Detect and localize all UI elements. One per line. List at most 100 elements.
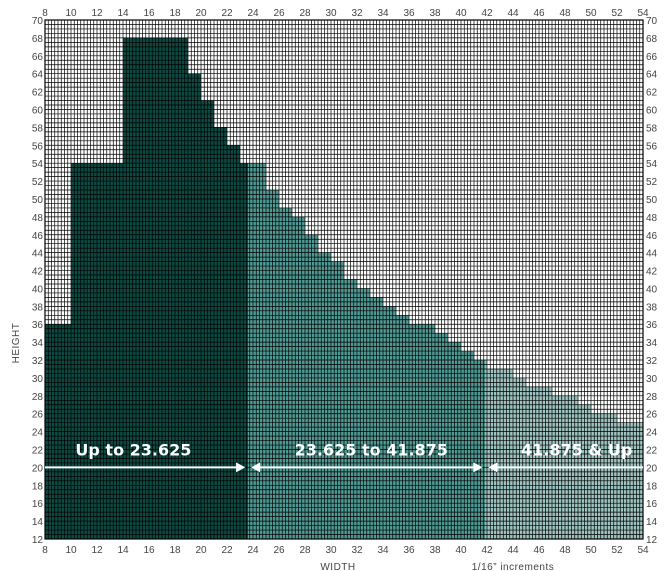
y-axis-title: HEIGHT	[11, 323, 22, 364]
y-tick-label: 24	[646, 428, 658, 439]
x-tick-label: 32	[351, 545, 363, 556]
zone-label: Up to 23.625	[75, 440, 191, 459]
x-tick-label: 50	[585, 8, 597, 19]
x-tick-label: 54	[637, 545, 649, 556]
x-tick-label: 18	[169, 8, 181, 19]
y-tick-label: 30	[646, 374, 658, 385]
y-tick-label: 52	[646, 177, 658, 188]
arrowhead	[473, 462, 483, 473]
x-tick-label: 10	[65, 8, 77, 19]
y-tick-label: 48	[32, 213, 44, 224]
x-tick-label: 54	[637, 8, 649, 19]
y-tick-label: 66	[646, 52, 658, 63]
x-tick-label: 30	[325, 545, 337, 556]
y-tick-label: 20	[646, 463, 658, 474]
x-tick-label: 52	[611, 545, 623, 556]
zone-labels: Up to 23.625 23.625 to 41.875 41.875 & Up	[75, 440, 632, 459]
x-tick-label: 30	[325, 8, 337, 19]
x-tick-label: 36	[403, 8, 415, 19]
x-tick-label: 34	[377, 8, 389, 19]
y-tick-label: 68	[32, 34, 44, 45]
x-tick-label: 20	[195, 8, 207, 19]
y-tick-label: 62	[32, 88, 44, 99]
y-tick-label: 68	[646, 34, 658, 45]
y-tick-label: 38	[32, 302, 44, 313]
x-tick-label: 12	[91, 545, 103, 556]
arrowhead	[488, 462, 498, 473]
y-tick-label: 22	[32, 446, 44, 457]
y-tick-label: 16	[32, 499, 44, 510]
y-tick-label: 52	[32, 177, 44, 188]
x-tick-label: 40	[455, 545, 467, 556]
y-tick-label: 54	[32, 159, 44, 170]
y-tick-label: 36	[32, 320, 44, 331]
y-tick-label: 44	[646, 249, 658, 260]
y-tick-label: 48	[646, 213, 658, 224]
arrowhead	[251, 462, 261, 473]
y-tick-label: 44	[32, 249, 44, 260]
x-tick-label: 46	[533, 545, 545, 556]
y-tick-label: 70	[32, 16, 44, 27]
x-tick-label: 12	[91, 8, 103, 19]
y-tick-label: 64	[646, 70, 658, 81]
y-tick-label: 28	[32, 392, 44, 403]
y-tick-label: 58	[32, 123, 44, 134]
x-tick-label: 44	[507, 8, 519, 19]
x-tick-label: 40	[455, 8, 467, 19]
y-tick-label: 24	[32, 428, 44, 439]
x-tick-label: 28	[299, 545, 311, 556]
x-tick-label: 16	[143, 545, 155, 556]
y-tick-label: 16	[646, 499, 658, 510]
x-tick-label: 20	[195, 545, 207, 556]
x-tick-label: 52	[611, 8, 623, 19]
y-tick-label: 50	[32, 195, 44, 206]
y-tick-label: 20	[32, 463, 44, 474]
y-tick-label: 58	[646, 123, 658, 134]
x-tick-label: 16	[143, 8, 155, 19]
grid-lines	[44, 19, 644, 540]
y-tick-label: 26	[646, 410, 658, 421]
y-tick-label: 12	[32, 535, 44, 546]
y-tick-label: 22	[646, 446, 658, 457]
plot-border	[44, 19, 644, 540]
y-tick-label: 12	[646, 535, 658, 546]
increments-note: 1/16” increments	[472, 562, 554, 571]
x-tick-label: 8	[42, 545, 48, 556]
y-tick-label: 26	[32, 410, 44, 421]
y-tick-label: 32	[32, 356, 44, 367]
x-tick-label: 26	[273, 545, 285, 556]
y-tick-label: 60	[32, 105, 44, 116]
y-tick-label: 18	[32, 481, 44, 492]
y-tick-label: 30	[32, 374, 44, 385]
y-tick-label: 60	[646, 105, 658, 116]
zone-arrows	[45, 462, 643, 473]
y-tick-label: 14	[32, 517, 44, 528]
x-tick-label: 24	[247, 8, 259, 19]
x-axis-ticks-top: 8 10 12 14 16 18 20 22 24 26 28 30 32 34 36 38 40 42 44 46 4…	[42, 8, 649, 19]
x-tick-label: 24	[247, 545, 259, 556]
y-axis-ticks-left: 12 14 16 18 20 22 24 26 28 30 32 34 36 38 40 42 44 46 48 50…	[32, 16, 44, 546]
x-tick-label: 26	[273, 8, 285, 19]
x-tick-label: 44	[507, 545, 519, 556]
y-tick-label: 70	[646, 16, 658, 27]
x-tick-label: 8	[42, 8, 48, 19]
x-tick-label: 38	[429, 545, 441, 556]
x-tick-label: 28	[299, 8, 311, 19]
y-tick-label: 14	[646, 517, 658, 528]
y-tick-label: 36	[646, 320, 658, 331]
x-tick-label: 48	[559, 8, 571, 19]
y-axis-ticks-right: 12 14 16 18 20 22 24 26 28 30 32 34 36 38 40 42 44 46 48 50…	[646, 16, 658, 546]
x-tick-label: 10	[65, 545, 77, 556]
zone-label: 23.625 to 41.875	[295, 440, 448, 459]
y-tick-label: 62	[646, 88, 658, 99]
x-tick-label: 36	[403, 545, 415, 556]
y-tick-label: 50	[646, 195, 658, 206]
y-tick-label: 34	[32, 338, 44, 349]
x-tick-label: 22	[221, 8, 233, 19]
y-tick-label: 32	[646, 356, 658, 367]
x-tick-label: 14	[117, 8, 129, 19]
x-tick-label: 46	[533, 8, 545, 19]
y-tick-label: 40	[646, 284, 658, 295]
y-tick-label: 56	[32, 141, 44, 152]
